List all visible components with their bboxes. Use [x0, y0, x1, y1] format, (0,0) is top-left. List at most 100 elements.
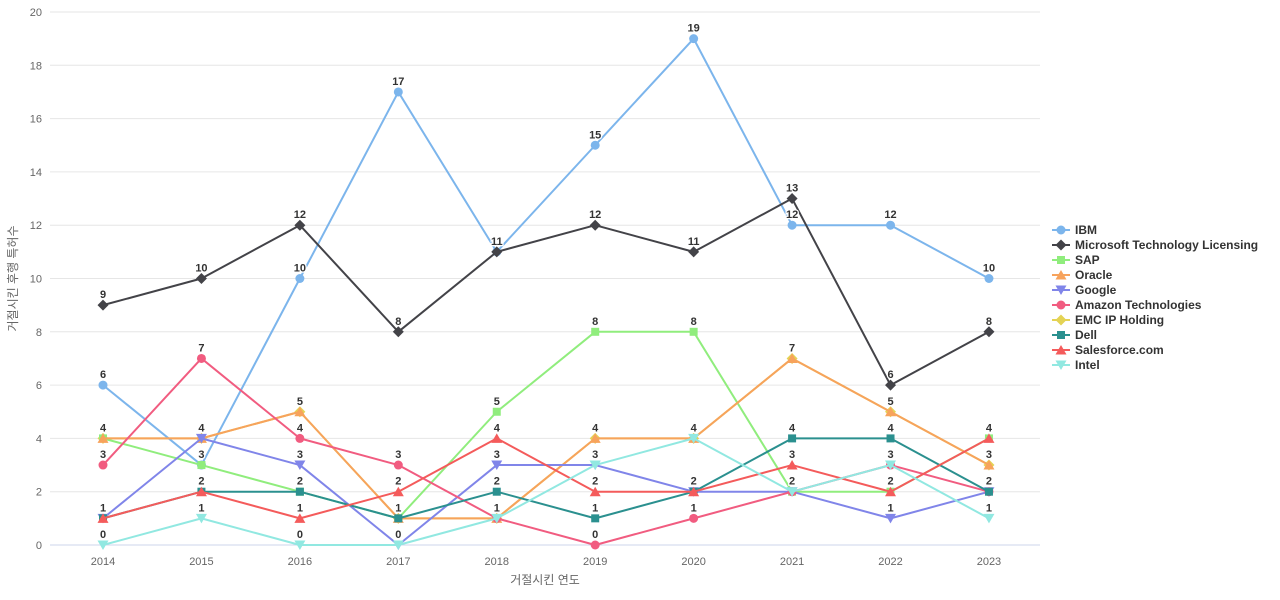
point-ibm-2020[interactable]: [689, 34, 699, 44]
point-google-2016[interactable]: [294, 460, 306, 471]
data-label: 3: [887, 449, 893, 461]
data-label: 12: [884, 209, 896, 221]
point-intel-2017[interactable]: [392, 540, 404, 551]
data-label: 4: [100, 422, 107, 434]
legend-item-intel[interactable]: Intel: [1052, 358, 1100, 372]
legend-label[interactable]: SAP: [1075, 253, 1100, 267]
point-ibm-2014[interactable]: [98, 380, 108, 390]
legend-item-ibm[interactable]: IBM: [1052, 223, 1097, 237]
point-dell-2017[interactable]: [394, 514, 403, 523]
data-label: 10: [195, 263, 207, 275]
point-oracle-2023[interactable]: [983, 460, 995, 470]
point-microsoft-technology-licensing-2023[interactable]: [983, 326, 995, 338]
legend-item-salesforce-com[interactable]: Salesforce.com: [1052, 343, 1164, 357]
point-sap-2020[interactable]: [689, 327, 698, 336]
legend-item-oracle[interactable]: Oracle: [1052, 268, 1113, 282]
point-oracle-2021[interactable]: [786, 353, 798, 363]
point-sap-2015[interactable]: [197, 461, 206, 470]
data-label: 0: [100, 529, 106, 541]
point-ibm-2022[interactable]: [886, 220, 896, 230]
point-salesforce-com-2017[interactable]: [392, 486, 404, 497]
point-intel-2016[interactable]: [294, 540, 306, 551]
point-amazon-technologies-2019[interactable]: [590, 540, 600, 550]
point-ibm-2021[interactable]: [787, 220, 797, 230]
legend-label[interactable]: Microsoft Technology Licensing: [1075, 238, 1258, 252]
y-axis-ticks: 0 2 4 6 8 10 12 14 16 18 20: [30, 7, 42, 552]
legend-item-sap[interactable]: SAP: [1052, 253, 1100, 267]
point-intel-2019[interactable]: [589, 460, 601, 471]
legend-label[interactable]: Oracle: [1075, 268, 1113, 282]
legend-label[interactable]: Amazon Technologies: [1075, 298, 1202, 312]
y-tick-label: 4: [36, 433, 42, 445]
point-intel-2023[interactable]: [983, 513, 995, 524]
point-salesforce-com-2015[interactable]: [195, 486, 207, 497]
point-microsoft-technology-licensing-2017[interactable]: [392, 326, 404, 338]
point-oracle-2016[interactable]: [294, 406, 306, 417]
point-intel-2014[interactable]: [97, 540, 109, 551]
point-intel-2018[interactable]: [491, 513, 503, 524]
legend-item-amazon-technologies[interactable]: Amazon Technologies: [1052, 298, 1202, 312]
point-salesforce-com-2019[interactable]: [589, 486, 601, 497]
legend-label[interactable]: Intel: [1075, 358, 1100, 372]
point-amazon-technologies-2020[interactable]: [689, 513, 699, 523]
y-tick-label: 2: [36, 487, 42, 499]
point-intel-2021[interactable]: [786, 487, 798, 497]
point-amazon-technologies-2014[interactable]: [98, 460, 108, 470]
point-microsoft-technology-licensing-2019[interactable]: [589, 219, 601, 231]
point-salesforce-com-2021[interactable]: [786, 460, 798, 470]
point-sap-2019[interactable]: [591, 327, 600, 336]
point-microsoft-technology-licensing-2014[interactable]: [97, 299, 109, 311]
series-ibm: [98, 34, 994, 470]
data-label: 6: [100, 369, 106, 381]
point-amazon-technologies-2016[interactable]: [295, 433, 305, 443]
point-dell-2018[interactable]: [492, 487, 501, 496]
point-salesforce-com-2014[interactable]: [97, 513, 109, 523]
point-google-2018[interactable]: [491, 460, 503, 471]
point-intel-2015[interactable]: [195, 513, 207, 524]
point-oracle-2022[interactable]: [885, 406, 897, 417]
x-tick-label-2017: 2017: [386, 556, 410, 568]
point-salesforce-com-2022[interactable]: [885, 486, 897, 497]
point-intel-2022[interactable]: [885, 460, 897, 471]
point-dell-2019[interactable]: [591, 514, 600, 523]
data-label: 7: [789, 342, 795, 354]
point-dell-2023[interactable]: [984, 487, 993, 496]
legend-item-emc-ip-holding[interactable]: EMC IP Holding: [1052, 313, 1164, 327]
point-microsoft-technology-licensing-2021[interactable]: [786, 193, 798, 205]
point-salesforce-com-2023[interactable]: [983, 433, 995, 443]
legend-item-microsoft-technology-licensing[interactable]: Microsoft Technology Licensing: [1052, 238, 1258, 252]
series-line-intel: [102, 437, 990, 546]
legend-label[interactable]: IBM: [1075, 223, 1097, 237]
point-ibm-2019[interactable]: [590, 140, 600, 150]
series-microsoft-technology-licensing: [97, 193, 995, 391]
legend-label[interactable]: Salesforce.com: [1075, 343, 1164, 357]
point-microsoft-technology-licensing-2020[interactable]: [688, 246, 700, 258]
point-google-2022[interactable]: [885, 513, 897, 524]
point-amazon-technologies-2015[interactable]: [196, 353, 206, 363]
legend-label[interactable]: Dell: [1075, 328, 1097, 342]
point-oracle-2014[interactable]: [97, 433, 109, 443]
point-ibm-2016[interactable]: [295, 274, 305, 283]
point-dell-2016[interactable]: [295, 487, 304, 496]
point-salesforce-com-2018[interactable]: [491, 433, 503, 443]
data-label: 5: [494, 396, 500, 408]
point-ibm-2023[interactable]: [984, 274, 994, 283]
legend-label[interactable]: Google: [1075, 283, 1117, 297]
point-dell-2021[interactable]: [788, 434, 797, 443]
point-sap-2018[interactable]: [492, 407, 501, 416]
point-microsoft-technology-licensing-2018[interactable]: [491, 246, 503, 258]
point-amazon-technologies-2017[interactable]: [393, 460, 403, 470]
point-intel-2020[interactable]: [688, 433, 700, 444]
legend-item-google[interactable]: Google: [1052, 283, 1117, 297]
point-google-2015[interactable]: [195, 433, 207, 444]
point-dell-2022[interactable]: [886, 434, 895, 443]
point-salesforce-com-2020[interactable]: [688, 486, 700, 497]
point-microsoft-technology-licensing-2022[interactable]: [885, 379, 897, 391]
point-microsoft-technology-licensing-2015[interactable]: [195, 273, 207, 284]
point-ibm-2017[interactable]: [393, 87, 403, 97]
point-microsoft-technology-licensing-2016[interactable]: [294, 219, 306, 231]
legend-label[interactable]: EMC IP Holding: [1075, 313, 1164, 327]
point-oracle-2019[interactable]: [589, 433, 601, 443]
point-salesforce-com-2016[interactable]: [294, 513, 306, 523]
legend-item-dell[interactable]: Dell: [1052, 328, 1097, 342]
